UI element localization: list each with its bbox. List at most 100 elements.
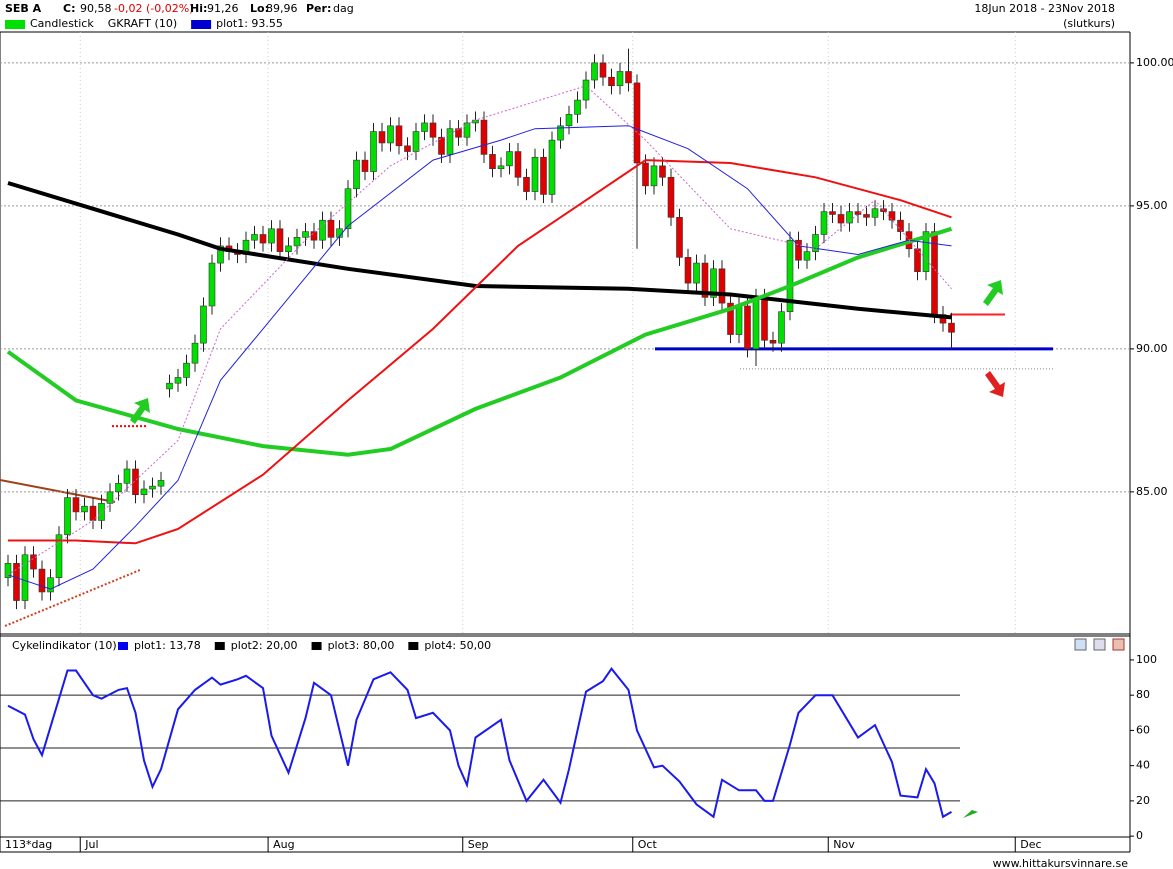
candle-body bbox=[829, 211, 836, 215]
candle-body bbox=[514, 151, 522, 178]
low: 89,96 bbox=[266, 2, 298, 15]
legend-swatch bbox=[5, 20, 25, 29]
legend-label: Candlestick bbox=[30, 17, 94, 30]
candle-body bbox=[540, 156, 547, 195]
candle-body bbox=[676, 217, 683, 258]
candle-body bbox=[123, 468, 131, 484]
candle-body bbox=[625, 71, 632, 84]
candle-body bbox=[64, 497, 71, 536]
y-tick-label: 100 bbox=[1136, 653, 1157, 666]
candle-body bbox=[684, 257, 692, 284]
candle-body bbox=[166, 382, 173, 390]
y-tick-label: 85.00 bbox=[1136, 485, 1168, 498]
candle-body bbox=[429, 122, 437, 138]
change: -0,02 (-0,02%) bbox=[114, 2, 193, 15]
y-tick-label: 40 bbox=[1136, 759, 1150, 772]
y-tick-label: 60 bbox=[1136, 723, 1150, 736]
candle-body bbox=[200, 305, 207, 344]
candle-body bbox=[744, 305, 751, 350]
candle-body bbox=[599, 62, 607, 78]
candle-body bbox=[752, 297, 760, 350]
candle-body bbox=[863, 214, 870, 218]
bars-label: 113*dag bbox=[5, 838, 52, 851]
drawings bbox=[0, 280, 1125, 818]
x-tick-label: Nov bbox=[833, 838, 855, 851]
x-tick-label: Dec bbox=[1020, 838, 1041, 851]
legend-swatch bbox=[408, 642, 419, 650]
candle-body bbox=[387, 125, 394, 144]
legend-swatch bbox=[214, 642, 225, 650]
candle-body bbox=[548, 139, 556, 195]
high-label: Hi: bbox=[190, 2, 207, 15]
candle-body bbox=[531, 156, 539, 192]
candle-body bbox=[89, 505, 97, 521]
y-tick-label: 90.00 bbox=[1136, 342, 1168, 355]
candle-body bbox=[718, 268, 726, 304]
legend-swatch bbox=[191, 20, 212, 29]
candle-body bbox=[455, 128, 462, 138]
candle-body bbox=[608, 76, 615, 87]
x-tick-label: Sep bbox=[468, 838, 489, 851]
candle-body bbox=[489, 154, 496, 170]
candle-body bbox=[506, 151, 513, 167]
legend-swatch bbox=[311, 642, 322, 650]
candle-body bbox=[378, 131, 386, 144]
candle-body bbox=[922, 231, 930, 272]
x-tick-label: Oct bbox=[638, 838, 658, 851]
candle-body bbox=[591, 62, 598, 81]
series-line bbox=[7, 85, 952, 576]
candle-body bbox=[897, 219, 904, 232]
candle-body bbox=[140, 488, 148, 496]
candle-body bbox=[761, 297, 768, 341]
candle-body bbox=[463, 122, 471, 138]
candle-body bbox=[642, 162, 649, 187]
candle-body bbox=[412, 131, 420, 152]
y-tick-label: 95.00 bbox=[1136, 199, 1168, 212]
legend-label: plot3: 80,00 bbox=[328, 639, 395, 652]
symbol: SEB A bbox=[5, 2, 42, 15]
candle-body bbox=[565, 114, 573, 127]
legend-swatch bbox=[118, 642, 128, 650]
candle-body bbox=[701, 262, 709, 298]
candle-body bbox=[574, 99, 581, 115]
candle-body bbox=[948, 322, 955, 333]
candle-body bbox=[259, 234, 267, 244]
candle-body bbox=[557, 125, 564, 141]
candle-body bbox=[285, 245, 292, 252]
panel-title: Cykelindikator (10) bbox=[12, 639, 117, 652]
candle-body bbox=[327, 219, 335, 238]
candle-body bbox=[149, 485, 156, 490]
candle-body bbox=[81, 505, 88, 513]
candle-body bbox=[820, 211, 828, 235]
candle-body bbox=[361, 159, 369, 172]
candle-body bbox=[523, 176, 530, 192]
frame bbox=[0, 31, 1131, 853]
candle-body bbox=[633, 82, 641, 164]
candle-body bbox=[667, 176, 675, 218]
y-tick-label: 100.00 bbox=[1136, 56, 1173, 69]
candle-body bbox=[497, 165, 505, 170]
candle-body bbox=[650, 165, 658, 187]
candle-body bbox=[208, 262, 216, 307]
high: 91,26 bbox=[207, 2, 239, 15]
close-label: C: bbox=[63, 2, 75, 15]
candle-body bbox=[735, 305, 743, 335]
candle-body bbox=[55, 534, 63, 578]
candle-body bbox=[854, 211, 862, 215]
candle-body bbox=[157, 480, 165, 487]
candle-body bbox=[438, 136, 445, 155]
candle-body bbox=[871, 208, 879, 218]
candle-body bbox=[106, 491, 114, 504]
date-range: 18Jun 2018 - 23Nov 2018 bbox=[974, 2, 1115, 15]
candle-body bbox=[21, 554, 29, 601]
y-tick-label: 80 bbox=[1136, 688, 1150, 701]
y-tick-label: 20 bbox=[1136, 794, 1150, 807]
series-line bbox=[8, 159, 952, 545]
legend-label: plot4: 50,00 bbox=[424, 639, 491, 652]
candle-body bbox=[837, 214, 845, 224]
candle-body bbox=[293, 237, 301, 247]
candle-body bbox=[421, 122, 428, 132]
legend-label: GKRAFT (10) bbox=[108, 17, 177, 30]
candle-body bbox=[30, 554, 37, 570]
